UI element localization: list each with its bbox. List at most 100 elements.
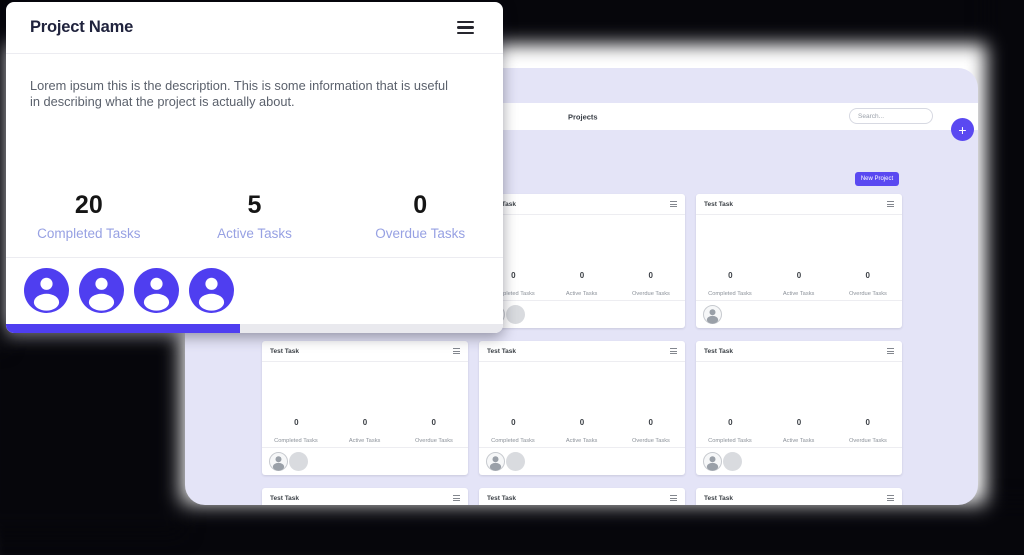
card-stat-label: Overdue Tasks <box>848 438 887 444</box>
project-card-title: Test Task <box>270 494 300 502</box>
card-stat-value: 0 <box>362 418 368 427</box>
plus-icon: + <box>958 121 967 138</box>
project-card-stats: 0 Completed Tasks 0 Active Tasks 0 Overdue Ta… <box>479 268 685 301</box>
card-stat-label: Completed Tasks <box>274 438 319 444</box>
stat-label: Active Tasks <box>217 226 292 241</box>
card-stat-value: 0 <box>796 418 802 427</box>
stat-completed-tasks: 20 Completed Tasks <box>6 192 172 241</box>
project-card-header: Test Task <box>262 488 468 505</box>
card-stat-label: Overdue Tasks <box>414 438 453 444</box>
card-stat-value: 0 <box>579 271 585 280</box>
card-stat-label: Overdue Tasks <box>848 291 887 297</box>
project-card-avatars <box>262 448 468 475</box>
user-avatar-icon[interactable] <box>24 268 69 313</box>
add-project-fab[interactable]: + <box>951 118 974 141</box>
project-card-body <box>696 362 902 415</box>
card-stat: 0 Completed Tasks <box>479 268 548 300</box>
project-description-line: in describing what the project is actual… <box>30 94 295 109</box>
card-stat-value: 0 <box>796 271 802 280</box>
user-avatar-icon[interactable] <box>189 268 234 313</box>
member-avatar-icon <box>269 452 288 471</box>
project-card[interactable]: Test Task 0 Completed Tasks 0 Active Tasks 0… <box>262 341 468 475</box>
card-stat: 0 Completed Tasks <box>696 268 765 300</box>
card-stat-label: Active Tasks <box>349 438 381 444</box>
card-stat: 0 Overdue Tasks <box>833 415 902 447</box>
navbar-title: Projects <box>568 112 598 121</box>
card-stat-value: 0 <box>431 418 436 427</box>
stat-value: 5 <box>247 191 262 219</box>
card-stat: 0 Overdue Tasks <box>616 415 685 447</box>
card-stat-value: 0 <box>294 418 299 427</box>
card-menu-icon[interactable] <box>453 495 460 501</box>
card-stat-label: Active Tasks <box>566 291 598 297</box>
card-stat-value: 0 <box>865 271 870 280</box>
progress-fill <box>6 324 240 333</box>
user-avatar-icon[interactable] <box>79 268 124 313</box>
card-stat: 0 Completed Tasks <box>479 415 548 447</box>
project-card-header: Test Task <box>479 194 685 215</box>
member-avatar-icon <box>703 305 722 324</box>
project-card-avatars <box>696 448 902 475</box>
card-stat-label: Completed Tasks <box>491 291 536 297</box>
card-stat: 0 Active Tasks <box>548 268 617 300</box>
project-card-body <box>696 215 902 268</box>
card-menu-icon[interactable] <box>887 201 894 207</box>
card-stat: 0 Overdue Tasks <box>833 268 902 300</box>
card-stat-value: 0 <box>648 418 653 427</box>
card-stat: 0 Overdue Tasks <box>616 268 685 300</box>
card-stat-label: Completed Tasks <box>491 438 536 444</box>
project-card-avatars <box>479 448 685 475</box>
card-stat-label: Overdue Tasks <box>631 291 670 297</box>
card-stat-value: 0 <box>728 271 733 280</box>
card-menu-icon[interactable] <box>670 201 677 207</box>
project-card-header: Test Task <box>696 194 902 215</box>
divider <box>6 257 503 258</box>
stat-label: Completed Tasks <box>37 226 141 241</box>
project-card-header: Test Task <box>696 488 902 505</box>
menu-icon[interactable] <box>457 20 474 35</box>
project-card-header: Test Task <box>479 341 685 362</box>
stat-value: 20 <box>74 191 103 219</box>
card-menu-icon[interactable] <box>887 348 894 354</box>
project-card-title: Test Task <box>704 200 734 208</box>
shadow-blob-left-edge <box>0 0 7 350</box>
card-stat-label: Completed Tasks <box>708 291 753 297</box>
card-stat-label: Active Tasks <box>783 438 815 444</box>
project-stats: 20 Completed Tasks 5 Active Tasks 0 Over… <box>6 192 503 241</box>
project-card-title: Test Task <box>487 347 517 355</box>
project-card-header: Test Task <box>262 341 468 362</box>
card-menu-icon[interactable] <box>670 348 677 354</box>
card-stat-value: 0 <box>579 418 585 427</box>
project-card-title: Test Task <box>487 494 517 502</box>
user-avatar-icon[interactable] <box>134 268 179 313</box>
stat-active-tasks: 5 Active Tasks <box>172 192 338 241</box>
new-project-button[interactable]: New Project <box>855 172 899 186</box>
project-card-body <box>479 215 685 268</box>
project-card-stats: 0 Completed Tasks 0 Active Tasks 0 Overdue Ta… <box>696 268 902 301</box>
project-card-avatars <box>696 301 902 328</box>
card-stat-value: 0 <box>648 271 653 280</box>
card-menu-icon[interactable] <box>887 495 894 501</box>
project-card-stats: 0 Completed Tasks 0 Active Tasks 0 Overdue Ta… <box>696 415 902 448</box>
progress-bar <box>6 324 503 333</box>
card-stat-label: Active Tasks <box>566 438 598 444</box>
shadow-blob-right <box>986 0 1024 555</box>
project-card-header: Test Task <box>696 341 902 362</box>
member-avatar-placeholder <box>289 452 308 471</box>
stat-value: 0 <box>413 191 428 219</box>
card-menu-icon[interactable] <box>453 348 460 354</box>
stat-label: Overdue Tasks <box>375 226 466 241</box>
search-input[interactable] <box>849 108 933 124</box>
card-menu-icon[interactable] <box>670 495 677 501</box>
member-avatar-placeholder <box>506 452 525 471</box>
member-avatar-placeholder <box>506 305 525 324</box>
project-detail-card: Project Name Lorem ipsum this is the des… <box>6 2 503 333</box>
stat-overdue-tasks: 0 Overdue Tasks <box>337 192 503 241</box>
